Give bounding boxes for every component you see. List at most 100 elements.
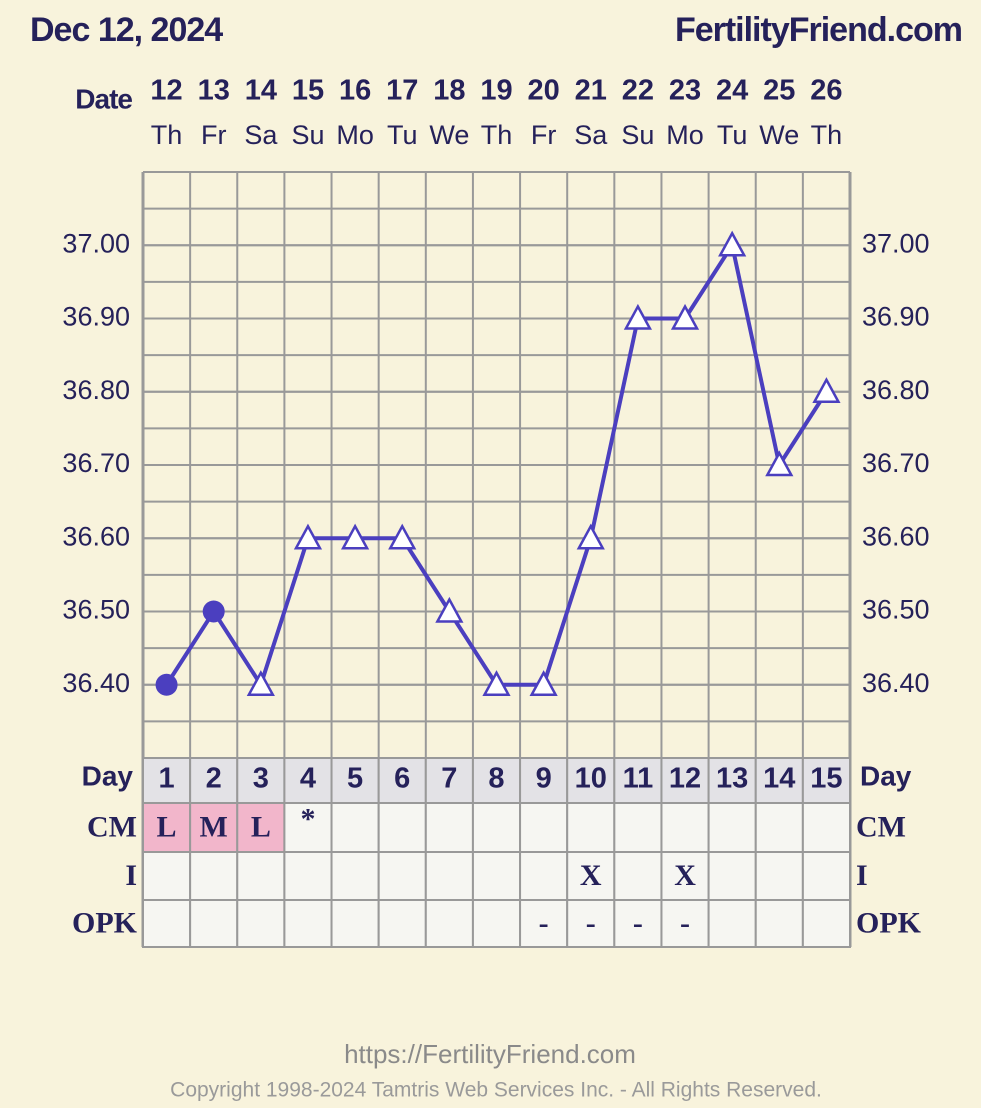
date: 21 [575,75,607,107]
row-cell [613,899,663,948]
temperature-point [340,523,370,550]
row-cell [519,802,569,853]
weekday: Mo [336,120,374,150]
row-cell [471,802,522,853]
day-number: 11 [623,763,654,795]
row-cell [377,802,427,853]
row-cell [707,899,757,948]
y-tick-label-right: 36.40 [862,668,930,698]
y-tick-label-right: 36.90 [862,302,930,332]
day-number: 4 [300,763,316,795]
row-cell [471,899,522,948]
temperature-point [529,670,558,696]
y-tick-label-right: 36.50 [862,595,930,625]
date: 15 [292,75,324,107]
row-label: CM [87,810,137,843]
day-number: 14 [763,763,795,795]
weekday: We [759,120,799,150]
weekday: Mo [666,120,704,150]
row-cell [707,802,757,853]
footer-url: https://FertilityFriend.com [344,1039,636,1069]
date: 16 [339,75,371,107]
weekday: Sa [574,120,608,150]
day-cell [142,757,192,804]
day-number: 6 [394,763,410,795]
day-number: 7 [441,763,457,795]
day-number: 5 [347,763,363,795]
date: 24 [716,75,748,107]
row-cell [424,802,474,853]
row-cell [660,851,710,901]
row-cell [519,851,569,901]
y-tick-label: 37.00 [62,228,130,258]
day-number: 8 [488,763,504,795]
row-cell [471,851,522,901]
row-cell [283,899,333,948]
day-number: 1 [158,763,174,795]
date: 23 [669,75,701,107]
day-label-right: Day [860,760,912,791]
row-cell [754,802,804,853]
day-number: 9 [536,763,552,795]
cell-text: X [674,859,696,892]
date-label: Date [75,83,132,114]
y-tick-label: 36.60 [62,521,130,551]
weekday: Su [291,120,324,150]
temperature-point [155,673,178,696]
day-number: 15 [810,763,842,795]
row-cell [707,851,757,901]
day-cell [236,757,286,804]
row-cell [424,899,474,948]
row-label: OPK [72,906,138,939]
date: 17 [386,75,418,107]
row-cell [801,899,851,948]
row-cell [330,802,380,853]
date: 14 [245,75,277,107]
y-tick-label-right: 36.60 [862,521,930,551]
temperature-point [812,377,841,403]
temperature-point [246,670,275,696]
cell-text: - [633,906,643,939]
y-tick-label: 36.90 [62,302,130,332]
weekday: Tu [387,120,418,150]
row-cell [566,802,616,853]
row-cell [330,851,380,901]
cell-text: L [157,810,177,843]
y-tick-label: 36.50 [62,595,130,625]
row-cell [424,851,474,901]
day-cell [330,757,380,804]
y-tick-label-right: 37.00 [862,228,930,258]
weekday: Th [811,120,843,150]
row-cell [236,899,286,948]
temperature-point [388,523,417,550]
row-cell [283,851,333,901]
date: 13 [198,75,230,107]
temperature-point [765,450,794,477]
row-cell [754,851,804,901]
y-tick-label: 36.40 [62,668,130,698]
row-cell [660,802,710,853]
day-label: Day [82,760,134,791]
weekday: We [429,120,469,150]
row-cell [283,802,333,853]
date: 26 [810,75,842,107]
row-label-right: OPK [856,906,922,939]
row-cell [142,899,192,948]
row-label-right: I [856,859,868,892]
day-number: 12 [669,763,701,795]
row-cell [801,802,851,853]
cell-text: M [200,810,228,843]
row-cell [236,802,286,853]
row-label-right: CM [856,810,906,843]
row-cell [377,899,427,948]
temperature-point [482,670,511,696]
cell-text: * [300,802,315,835]
site-name: FertilityFriend.com [675,11,962,49]
weekday: Tu [717,120,748,150]
y-tick-label-right: 36.80 [862,375,930,405]
temperature-point [293,523,323,550]
weekday: Th [481,120,513,150]
weekday: Fr [201,120,226,150]
